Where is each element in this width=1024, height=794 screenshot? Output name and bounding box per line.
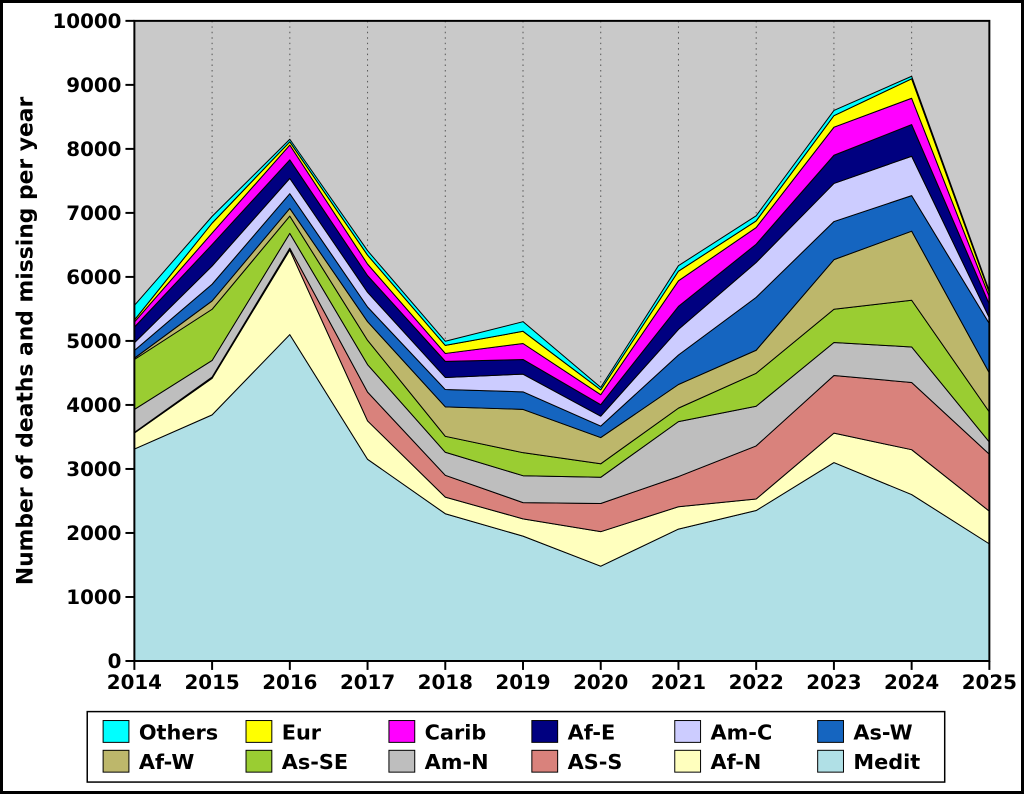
legend-label-Am-N: Am-N <box>425 750 489 774</box>
legend-label-Medit: Medit <box>853 750 920 774</box>
legend-label-Am-C: Am-C <box>710 720 772 744</box>
legend-label-Others: Others <box>139 720 218 744</box>
legend-swatch-Am-C <box>674 720 702 743</box>
legend-label-As-W: As-W <box>853 720 912 744</box>
x-tick-label-2021: 2021 <box>651 671 706 694</box>
y-tick-label-6000: 6000 <box>66 266 121 289</box>
legend-box <box>86 710 946 783</box>
legend-swatch-Am-N <box>388 749 416 773</box>
legend-swatch-Medit <box>817 749 844 773</box>
legend-label-As-SE: As-SE <box>282 750 348 774</box>
x-tick-label-2014: 2014 <box>107 671 162 694</box>
legend-swatch-Af-W <box>102 749 130 773</box>
y-tick-label-4000: 4000 <box>66 394 121 417</box>
x-tick-label-2016: 2016 <box>262 671 317 694</box>
y-tick-label-1000: 1000 <box>66 586 121 609</box>
y-tick-label-5000: 5000 <box>66 330 121 353</box>
legend-swatch-Carib <box>388 720 416 743</box>
legend-swatch-Eur <box>245 720 273 743</box>
legend-label-Af-W: Af-W <box>139 750 195 774</box>
y-tick-label-7000: 7000 <box>66 202 121 225</box>
y-tick-label-0: 0 <box>108 650 122 673</box>
y-tick-label-10000: 10000 <box>52 10 121 33</box>
x-tick-label-2019: 2019 <box>495 671 550 694</box>
legend-label-AS-S: AS-S <box>568 750 623 774</box>
y-tick-label-8000: 8000 <box>66 138 121 161</box>
legend-swatch-Others <box>102 720 130 743</box>
legend-label-Eur: Eur <box>282 720 322 744</box>
y-tick-label-9000: 9000 <box>66 74 121 97</box>
y-tick-label-3000: 3000 <box>66 458 121 481</box>
legend-label-Af-E: Af-E <box>568 720 616 744</box>
legend-swatch-As-SE <box>245 749 273 773</box>
x-tick-label-2023: 2023 <box>806 671 861 694</box>
x-tick-label-2017: 2017 <box>340 671 395 694</box>
legend-swatch-Af-E <box>531 720 559 743</box>
y-axis-title: Number of deaths and missing per year <box>14 96 39 585</box>
legend-swatch-AS-S <box>531 749 559 773</box>
x-tick-label-2022: 2022 <box>729 671 784 694</box>
y-tick-label-2000: 2000 <box>66 522 121 545</box>
legend-swatch-Af-N <box>674 749 702 773</box>
legend-label-Af-N: Af-N <box>710 750 761 774</box>
legend-label-Carib: Carib <box>425 720 487 744</box>
stacked-area-chart: 0 1000 2000 3000 4000 5000 6000 7000 8000 9000 100… <box>14 10 1017 783</box>
x-tick-label-2015: 2015 <box>185 671 240 694</box>
legend-swatch-As-W <box>817 720 844 743</box>
x-tick-label-2020: 2020 <box>573 671 628 694</box>
x-tick-label-2025: 2025 <box>962 671 1017 694</box>
x-tick-label-2024: 2024 <box>884 671 939 694</box>
x-tick-label-2018: 2018 <box>418 671 473 694</box>
